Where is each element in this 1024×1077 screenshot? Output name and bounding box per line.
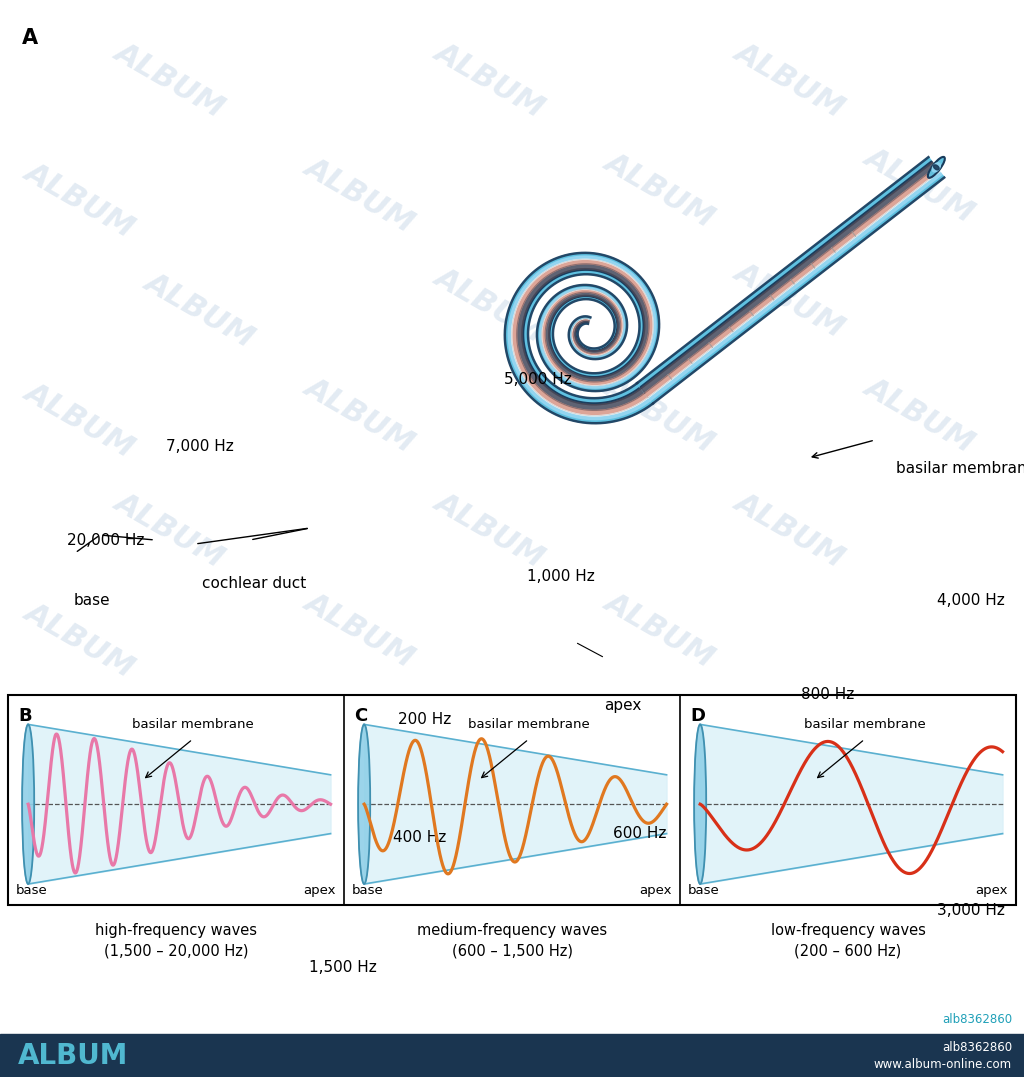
Bar	[680, 695, 1016, 905]
Text: ALBUM: ALBUM	[300, 802, 420, 887]
Text: ALBUM: ALBUM	[18, 1041, 128, 1069]
Text: apex: apex	[303, 884, 336, 897]
Text: low-frequency waves: low-frequency waves	[771, 923, 926, 938]
Text: base: base	[74, 593, 111, 609]
Text: ALBUM: ALBUM	[300, 152, 420, 238]
Text: ALBUM: ALBUM	[600, 802, 720, 887]
Polygon shape	[645, 167, 939, 397]
Text: basilar membrane: basilar membrane	[468, 718, 590, 731]
Bar	[0, 1034, 1024, 1077]
Polygon shape	[649, 172, 943, 402]
Text: ALBUM: ALBUM	[730, 487, 850, 573]
Text: basilar membrane: basilar membrane	[132, 718, 254, 731]
Text: apex: apex	[976, 884, 1008, 897]
Ellipse shape	[928, 157, 945, 178]
Polygon shape	[641, 163, 936, 393]
Polygon shape	[510, 258, 654, 417]
Text: ALBUM: ALBUM	[860, 372, 980, 458]
Text: ALBUM: ALBUM	[730, 697, 850, 783]
Text: alb8362860: alb8362860	[942, 1041, 1012, 1054]
Text: ALBUM: ALBUM	[111, 37, 229, 123]
Polygon shape	[637, 157, 944, 404]
Text: (200 – 600 Hz): (200 – 600 Hz)	[795, 943, 901, 959]
Text: medium-frequency waves: medium-frequency waves	[417, 923, 607, 938]
Text: ALBUM: ALBUM	[20, 807, 140, 893]
Bar	[344, 695, 680, 905]
Text: ALBUM: ALBUM	[430, 37, 550, 123]
Text: ALBUM: ALBUM	[111, 697, 229, 783]
Polygon shape	[648, 171, 940, 398]
Text: ALBUM: ALBUM	[20, 157, 140, 243]
Text: ALBUM: ALBUM	[300, 587, 420, 673]
Polygon shape	[507, 255, 657, 421]
Text: cochlear duct: cochlear duct	[202, 576, 306, 591]
Polygon shape	[522, 268, 645, 405]
Text: ALBUM: ALBUM	[600, 372, 720, 458]
Text: basilar membrane: basilar membrane	[896, 461, 1024, 476]
Text: ALBUM: ALBUM	[730, 37, 850, 123]
Polygon shape	[523, 270, 643, 403]
Text: 7,000 Hz: 7,000 Hz	[166, 439, 233, 454]
Text: 5,000 Hz: 5,000 Hz	[504, 372, 571, 387]
Text: 3,000 Hz: 3,000 Hz	[937, 903, 1005, 918]
Text: ALBUM: ALBUM	[430, 487, 550, 573]
Text: 600 Hz: 600 Hz	[613, 826, 667, 841]
Text: 4,000 Hz: 4,000 Hz	[937, 593, 1005, 609]
Polygon shape	[651, 176, 944, 404]
Text: apex: apex	[640, 884, 672, 897]
Text: ALBUM: ALBUM	[430, 697, 550, 783]
Text: C: C	[354, 707, 368, 725]
Text: ALBUM: ALBUM	[111, 487, 229, 573]
Text: 200 Hz: 200 Hz	[398, 712, 452, 727]
Text: B: B	[18, 707, 32, 725]
Bar	[8, 695, 344, 905]
Ellipse shape	[934, 165, 939, 170]
Polygon shape	[637, 157, 932, 387]
Text: 1,000 Hz: 1,000 Hz	[527, 569, 595, 584]
Polygon shape	[640, 162, 933, 389]
Polygon shape	[505, 253, 659, 423]
Polygon shape	[505, 253, 659, 423]
Text: www.album-online.com: www.album-online.com	[873, 1059, 1012, 1072]
Text: ALBUM: ALBUM	[20, 597, 140, 683]
Text: apex: apex	[604, 698, 641, 713]
Text: base: base	[688, 884, 720, 897]
Text: ALBUM: ALBUM	[860, 142, 980, 228]
Text: 1,500 Hz: 1,500 Hz	[309, 960, 377, 975]
Text: ALBUM: ALBUM	[140, 267, 260, 353]
Text: A: A	[22, 28, 38, 48]
Polygon shape	[517, 264, 649, 410]
Text: (600 – 1,500 Hz): (600 – 1,500 Hz)	[452, 943, 572, 959]
Text: ALBUM: ALBUM	[860, 797, 980, 883]
Text: base: base	[16, 884, 48, 897]
Text: ALBUM: ALBUM	[600, 587, 720, 673]
Text: ALBUM: ALBUM	[730, 257, 850, 342]
Text: ALBUM: ALBUM	[20, 377, 140, 463]
Text: 800 Hz: 800 Hz	[801, 687, 854, 702]
Text: alb8362860: alb8362860	[942, 1013, 1012, 1026]
Text: 400 Hz: 400 Hz	[393, 830, 446, 845]
Text: basilar membrane: basilar membrane	[804, 718, 926, 731]
Polygon shape	[512, 260, 653, 416]
Text: (1,500 – 20,000 Hz): (1,500 – 20,000 Hz)	[103, 943, 248, 959]
Text: base: base	[352, 884, 384, 897]
Text: high-frequency waves: high-frequency waves	[95, 923, 257, 938]
Ellipse shape	[694, 725, 707, 884]
Ellipse shape	[23, 725, 34, 884]
Text: D: D	[690, 707, 705, 725]
Text: 20,000 Hz: 20,000 Hz	[67, 533, 144, 548]
Bar	[8, 695, 1016, 905]
Text: ALBUM: ALBUM	[300, 372, 420, 458]
Text: ALBUM: ALBUM	[430, 262, 550, 348]
Ellipse shape	[932, 163, 940, 172]
Text: ALBUM: ALBUM	[600, 148, 720, 233]
Text: 2,000 Hz: 2,000 Hz	[535, 1039, 602, 1054]
Ellipse shape	[358, 725, 371, 884]
